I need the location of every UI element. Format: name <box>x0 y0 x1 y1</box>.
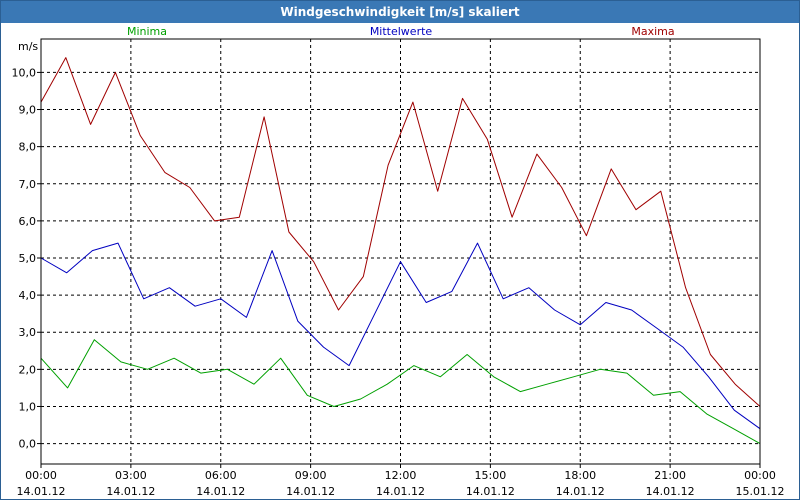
x-tick-time: 21:00 <box>654 469 686 482</box>
series-line-minima <box>40 339 761 445</box>
y-tick-label: 7,0 <box>19 178 37 191</box>
x-tick-time: 09:00 <box>295 469 327 482</box>
x-tick-time: 03:00 <box>115 469 147 482</box>
y-tick-label: 10,0 <box>12 66 37 79</box>
wind-speed-chart: 0,0 1,0 2,0 3,0 4,0 5,0 6,0 7,0 8,0 9,0 10,0 m/s 00:… <box>12 25 785 498</box>
y-tick-label: 6,0 <box>19 215 37 228</box>
y-tick-label: 1,0 <box>19 400 37 413</box>
series-lines <box>40 57 761 445</box>
y-tick-label: 5,0 <box>19 252 37 265</box>
grid <box>41 39 760 464</box>
y-tick-label: 8,0 <box>19 141 37 154</box>
x-tick-date: 14.01.12 <box>376 485 425 498</box>
x-tick-date: 14.01.12 <box>466 485 515 498</box>
axes: 0,0 1,0 2,0 3,0 4,0 5,0 6,0 7,0 8,0 9,0 10,0 m/s 00:… <box>12 40 785 498</box>
x-tick-time: 18:00 <box>564 469 596 482</box>
x-tick-time: 12:00 <box>385 469 417 482</box>
x-tick-time: 15:00 <box>475 469 507 482</box>
x-tick-date: 14.01.12 <box>106 485 155 498</box>
x-tick-time: 06:00 <box>205 469 237 482</box>
x-tick-date: 14.01.12 <box>196 485 245 498</box>
x-tick-date: 14.01.12 <box>556 485 605 498</box>
x-tick-time: 00:00 <box>25 469 57 482</box>
y-tick-label: 3,0 <box>19 326 37 339</box>
y-tick-label: 2,0 <box>19 363 37 376</box>
series-line-mittelwerte <box>40 242 761 430</box>
legend-minima: Minima <box>127 25 167 38</box>
y-tick-label: 0,0 <box>19 438 37 451</box>
x-tick-date: 14.01.12 <box>286 485 335 498</box>
x-tick-date: 14.01.12 <box>646 485 695 498</box>
x-tick-date: 15.01.12 <box>736 485 785 498</box>
window-title: Windgeschwindigkeit [m/s] skaliert <box>1 1 799 23</box>
x-tick-time: 00:00 <box>744 469 776 482</box>
legend-maxima: Maxima <box>631 25 674 38</box>
legend: Minima Mittelwerte Maxima <box>127 25 675 38</box>
series-line-maxima <box>40 57 761 407</box>
x-tick-date: 14.01.12 <box>17 485 66 498</box>
y-tick-label: 4,0 <box>19 289 37 302</box>
y-tick-label: 9,0 <box>19 104 37 117</box>
legend-mittelwerte: Mittelwerte <box>370 25 433 38</box>
y-axis-label: m/s <box>18 40 38 53</box>
